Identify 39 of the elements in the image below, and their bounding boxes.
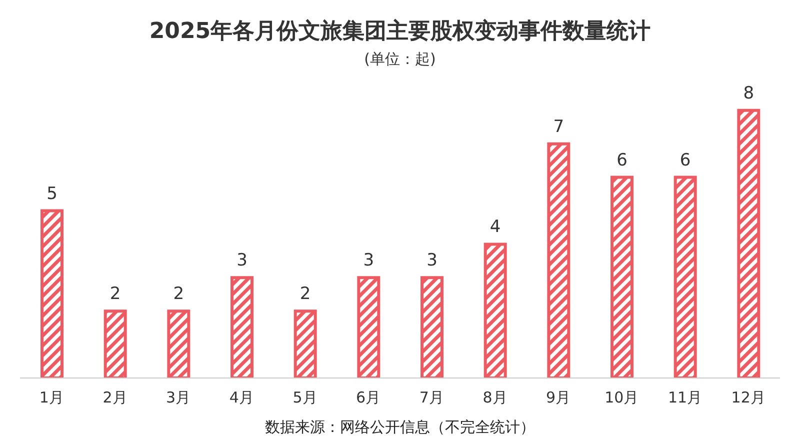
data-label: 2 (110, 284, 121, 304)
bar (167, 310, 190, 378)
source-note: 数据来源：网络公开信息（不完全统计） (264, 418, 536, 437)
data-label: 6 (616, 150, 628, 170)
data-label: 4 (490, 217, 501, 238)
x-tick-label: 8月 (482, 388, 508, 407)
x-tick-label: 7月 (419, 388, 444, 407)
x-tick-label: 5月 (292, 388, 318, 407)
x-tick-label: 11月 (668, 388, 702, 407)
data-label: 3 (363, 250, 374, 271)
bar (484, 242, 507, 378)
bar (674, 176, 697, 378)
bar (104, 310, 127, 378)
chart-subtitle: (单位：起) (363, 50, 437, 69)
data-label: 3 (236, 250, 248, 271)
x-tick-label: 4月 (229, 388, 254, 407)
chart-title: 2025年各月份文旅集团主要股权变动事件数量统计 (148, 18, 652, 46)
data-label: 6 (680, 150, 691, 170)
data-label: 7 (553, 116, 564, 137)
bar (357, 276, 380, 378)
data-label: 5 (46, 184, 58, 204)
data-label: 3 (426, 250, 438, 271)
bar (420, 276, 444, 378)
x-tick-label: 9月 (546, 388, 571, 407)
x-tick-label: 1月 (39, 388, 64, 407)
x-tick-label: 6月 (356, 388, 381, 407)
bar (40, 209, 64, 378)
data-label: 2 (173, 284, 184, 304)
bar (547, 142, 570, 378)
bar (294, 310, 317, 378)
data-label: 2 (300, 284, 311, 304)
bar (737, 108, 760, 378)
bar (610, 176, 634, 378)
x-tick-label: 3月 (166, 388, 191, 407)
x-tick-label: 12月 (731, 388, 766, 407)
data-label: 8 (743, 83, 754, 104)
bar (230, 276, 254, 378)
x-tick-label: 10月 (604, 388, 639, 407)
x-tick-label: 2月 (102, 388, 128, 407)
